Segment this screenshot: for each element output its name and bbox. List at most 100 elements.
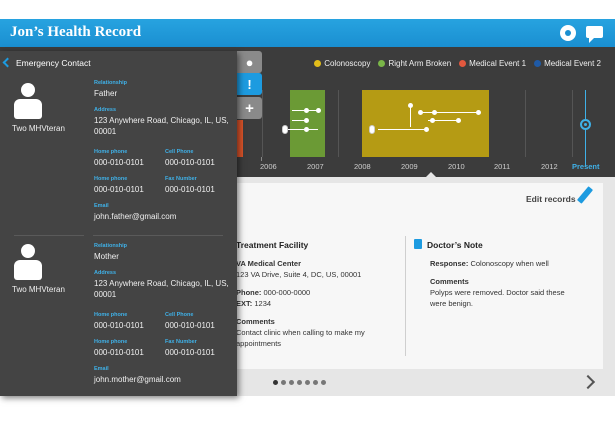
legend-label: Medical Event 1 bbox=[469, 59, 527, 68]
page-dot[interactable] bbox=[305, 380, 310, 385]
facility-address: 123 VA Drive, Suite 4, DC, US, 00001 bbox=[236, 270, 362, 280]
cell-phone-label: Cell Phone bbox=[165, 312, 194, 318]
legend-item-medical-event-2[interactable]: Medical Event 2 bbox=[534, 59, 601, 68]
home-phone-label: Home phone bbox=[94, 339, 128, 345]
event-marker[interactable] bbox=[430, 118, 435, 123]
user-tab-button[interactable]: ● bbox=[237, 51, 262, 73]
year-label-2007[interactable]: 2007 bbox=[307, 162, 324, 171]
note-comments: Polyps were removed. Doctor said these w… bbox=[430, 288, 565, 308]
address-value: 123 Anywhere Road, Chicago, IL, US, 0000… bbox=[94, 279, 229, 300]
exclamation-icon: ! bbox=[247, 76, 252, 92]
email-value[interactable]: john.mother@gmail.com bbox=[94, 375, 181, 384]
page-dot[interactable] bbox=[321, 380, 326, 385]
pagination bbox=[273, 380, 326, 385]
relationship-label: Relationship bbox=[94, 243, 128, 249]
home-phone-label: Home phone bbox=[94, 176, 128, 182]
event-connector bbox=[292, 120, 307, 121]
timeline-legend: Colonoscopy Right Arm Broken Medical Eve… bbox=[314, 59, 601, 68]
legend-dot-icon bbox=[378, 60, 386, 67]
event-marker[interactable] bbox=[304, 127, 309, 132]
home-phone-value[interactable]: 000-010-0101 bbox=[94, 185, 144, 194]
event-marker[interactable] bbox=[476, 110, 481, 115]
year-label-2008[interactable]: 2008 bbox=[354, 162, 371, 171]
app-title: Jon’s Health Record bbox=[10, 24, 142, 40]
email-value[interactable]: john.father@gmail.com bbox=[94, 212, 177, 221]
event-marker[interactable] bbox=[424, 127, 429, 132]
event-connector bbox=[428, 120, 458, 121]
note-response: Colonoscopy when well bbox=[470, 259, 549, 269]
contact-name: Two MHVteran bbox=[12, 285, 65, 294]
ext-label: EXT: bbox=[236, 298, 253, 308]
event-connector bbox=[410, 105, 411, 127]
medical-event-1-band[interactable] bbox=[237, 120, 243, 157]
contact-divider bbox=[14, 235, 84, 236]
event-marker[interactable] bbox=[456, 118, 461, 123]
event-marker[interactable] bbox=[418, 110, 423, 115]
legend-dot-icon bbox=[459, 60, 467, 67]
doctors-note-section: Doctor’s Note Response: Colonoscopy when… bbox=[414, 239, 574, 310]
timeline-gridline bbox=[338, 90, 339, 157]
present-marker-icon[interactable] bbox=[580, 119, 591, 130]
timeline-gridline bbox=[525, 90, 526, 157]
fax-label: Fax Number bbox=[165, 339, 197, 345]
colonoscopy-band[interactable] bbox=[362, 90, 489, 157]
year-label-2011[interactable]: 2011 bbox=[494, 162, 511, 171]
legend-label: Medical Event 2 bbox=[544, 59, 601, 68]
page-dot[interactable] bbox=[289, 380, 294, 385]
year-label-2006[interactable]: 2006 bbox=[260, 162, 277, 171]
phone-label: Phone: bbox=[236, 288, 262, 298]
event-connector bbox=[420, 112, 478, 113]
pill-icon[interactable] bbox=[282, 125, 288, 134]
cell-phone-label: Cell Phone bbox=[165, 149, 194, 155]
edit-records-button[interactable]: Edit records bbox=[526, 194, 576, 204]
alert-tab-button[interactable]: ! bbox=[237, 73, 262, 95]
page-dot[interactable] bbox=[273, 380, 278, 385]
event-connector bbox=[288, 129, 318, 130]
event-marker[interactable] bbox=[304, 108, 309, 113]
cell-phone-value[interactable]: 000-010-0101 bbox=[165, 321, 215, 330]
back-chevron-icon[interactable] bbox=[2, 57, 13, 68]
home-phone-value[interactable]: 000-010-0101 bbox=[94, 321, 144, 330]
year-label-2010[interactable]: 2010 bbox=[448, 162, 465, 171]
record-card bbox=[225, 183, 603, 369]
legend-item-right-arm-broken[interactable]: Right Arm Broken bbox=[378, 59, 451, 68]
right-arm-broken-band[interactable] bbox=[290, 90, 325, 157]
avatar-icon bbox=[14, 244, 42, 280]
legend-item-colonoscopy[interactable]: Colonoscopy bbox=[314, 59, 370, 68]
treatment-facility-section: Treatment Facility VA Medical Center 123… bbox=[236, 239, 386, 349]
address-value: 123 Anywhere Road, Chicago, IL, US, 0000… bbox=[94, 116, 229, 137]
record-icon[interactable] bbox=[560, 25, 576, 41]
fax-value: 000-010-0101 bbox=[165, 348, 215, 357]
legend-label: Right Arm Broken bbox=[388, 59, 452, 68]
home-phone-value[interactable]: 000-010-0101 bbox=[94, 158, 144, 167]
timeline-pointer bbox=[425, 172, 437, 178]
facility-heading: Treatment Facility bbox=[236, 240, 309, 250]
event-marker[interactable] bbox=[432, 110, 437, 115]
fax-value: 000-010-0101 bbox=[165, 185, 215, 194]
home-phone-label: Home phone bbox=[94, 312, 128, 318]
home-phone-value[interactable]: 000-010-0101 bbox=[94, 348, 144, 357]
note-comments-label: Comments bbox=[430, 277, 469, 287]
message-icon[interactable] bbox=[586, 26, 603, 43]
email-label: Email bbox=[94, 366, 109, 372]
event-marker[interactable] bbox=[304, 118, 309, 123]
home-phone-label: Home phone bbox=[94, 149, 128, 155]
legend-item-medical-event-1[interactable]: Medical Event 1 bbox=[459, 59, 526, 68]
add-tab-button[interactable]: + bbox=[237, 97, 262, 119]
page-dot[interactable] bbox=[281, 380, 286, 385]
contact-divider bbox=[93, 235, 223, 236]
page-dot[interactable] bbox=[297, 380, 302, 385]
page-dot[interactable] bbox=[313, 380, 318, 385]
year-label-2012[interactable]: 2012 bbox=[541, 162, 558, 171]
event-marker[interactable] bbox=[316, 108, 321, 113]
year-label-2009[interactable]: 2009 bbox=[401, 162, 418, 171]
response-label: Response: bbox=[430, 259, 469, 269]
timeline-gridline bbox=[262, 90, 263, 157]
contact-name: Two MHVteran bbox=[12, 124, 65, 133]
relationship-value: Mother bbox=[94, 252, 119, 261]
present-label[interactable]: Present bbox=[572, 162, 600, 171]
facility-ext: 1234 bbox=[254, 298, 272, 308]
facility-comments: Contact clinic when calling to make my a… bbox=[236, 327, 365, 348]
cell-phone-value[interactable]: 000-010-0101 bbox=[165, 158, 215, 167]
pill-icon[interactable] bbox=[369, 125, 375, 134]
